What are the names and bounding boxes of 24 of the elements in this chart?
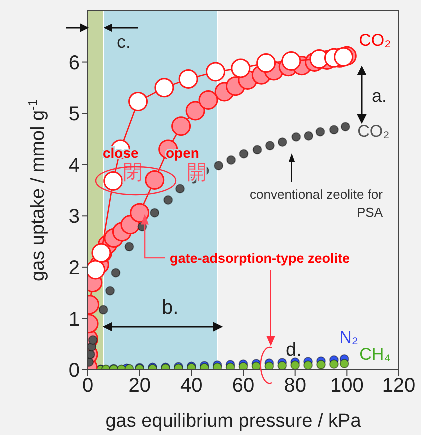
x-tick-label: 20 — [128, 375, 151, 398]
series-label: CO₂ — [358, 122, 390, 141]
annotation: d. — [286, 340, 302, 361]
x-tick-label: 40 — [180, 375, 203, 398]
x-axis-title: gas equilibrium pressure / kPa — [106, 411, 362, 432]
x-tick-label: 120 — [382, 375, 416, 398]
x-tick-label: 100 — [330, 375, 364, 398]
annotation: c. — [117, 32, 132, 52]
annotation: b. — [162, 297, 179, 319]
series-label: CO₂ — [359, 31, 392, 50]
y-tick-label: 6 — [68, 52, 80, 74]
annotation: gate-adsorption-type zeolite — [170, 251, 351, 266]
y-tick-label: 3 — [68, 206, 80, 228]
annotation: conventional zeolite for PSA — [249, 186, 383, 222]
x-tick-label: 60 — [232, 375, 255, 398]
annotation: a. — [372, 86, 388, 106]
x-tick-label: 80 — [284, 375, 306, 398]
series-label: N₂ — [340, 328, 358, 348]
y-tick-label: 2 — [68, 258, 80, 280]
series-label: CH₄ — [360, 344, 392, 364]
y-tick-label: 5 — [68, 104, 80, 126]
y-tick-label: 0 — [68, 360, 80, 382]
y-tick-label: 1 — [68, 308, 80, 331]
y-tick-label: 4 — [68, 154, 80, 177]
